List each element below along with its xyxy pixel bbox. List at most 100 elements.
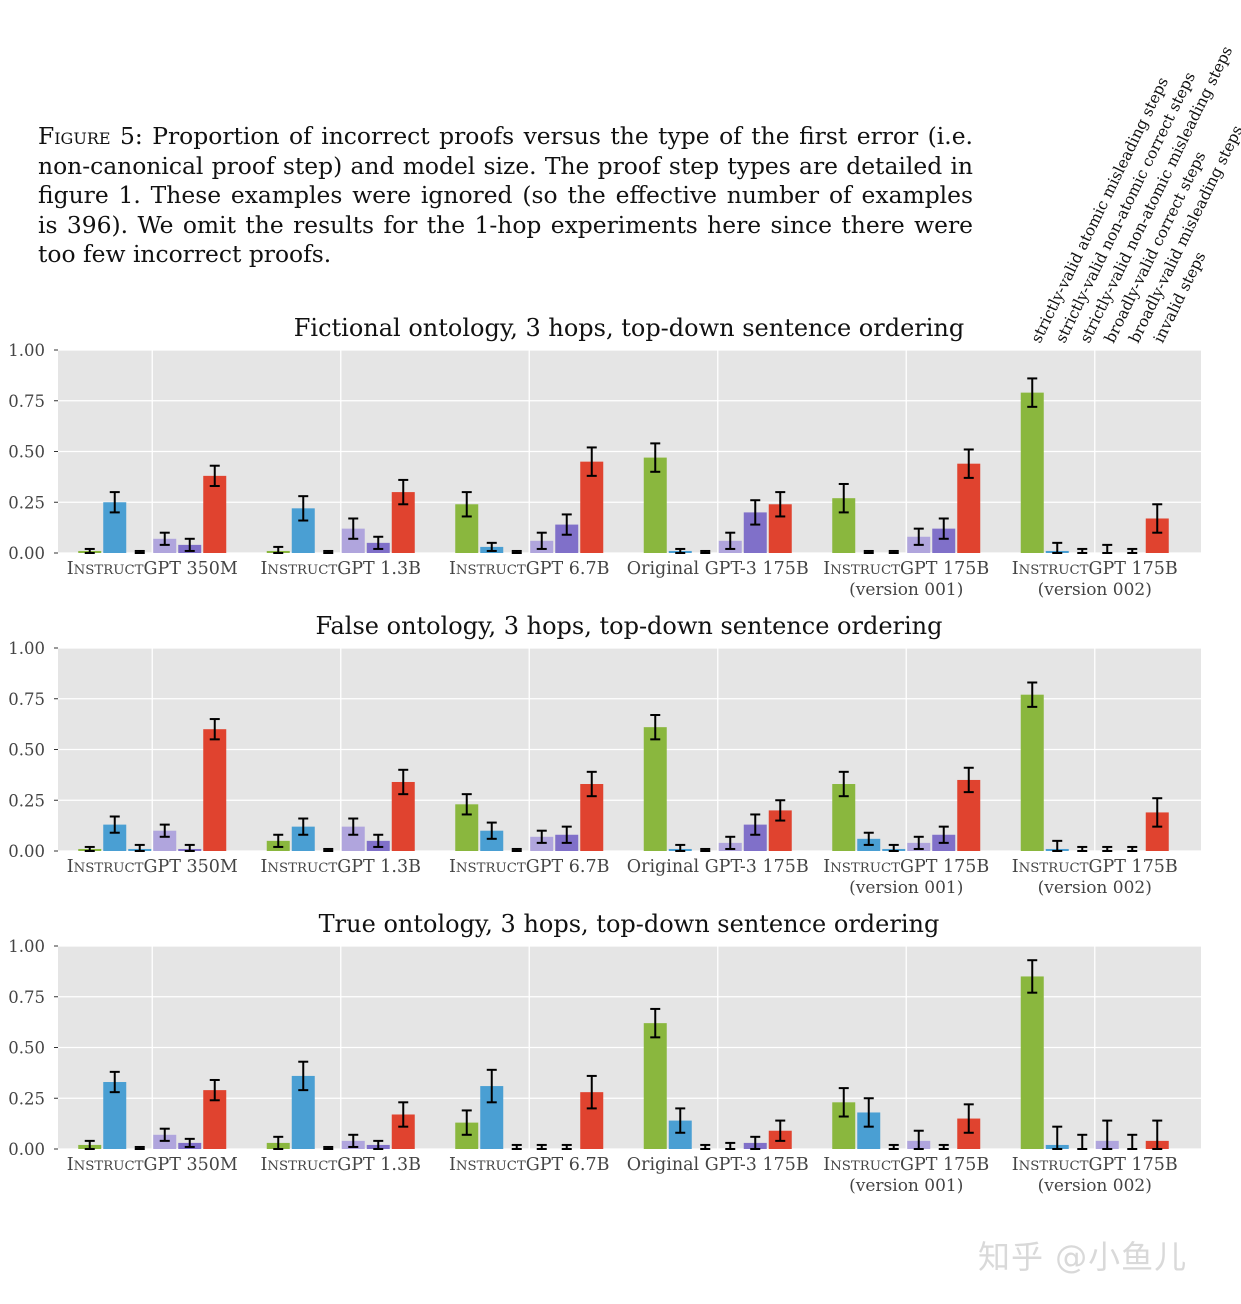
- bar: [153, 1134, 177, 1149]
- bar: [291, 826, 315, 851]
- y-tick-label: 0.50: [8, 1039, 45, 1058]
- bar: [668, 1120, 692, 1149]
- bar: [341, 528, 365, 553]
- bar: [455, 1122, 479, 1149]
- category-sublabel: (version 001): [849, 580, 963, 598]
- bar: [480, 1086, 504, 1149]
- y-tick-label: 0.50: [8, 741, 45, 760]
- category-label: INSTRUCTGPT 350M: [67, 559, 238, 579]
- bar: [580, 1092, 604, 1149]
- category-label: INSTRUCTGPT 350M: [67, 857, 238, 877]
- legend: strictly-valid atomic misleading stepsst…: [1027, 43, 1241, 345]
- bar: [341, 826, 365, 851]
- category-label: INSTRUCTGPT 6.7B: [449, 1155, 609, 1175]
- bar: [203, 475, 227, 553]
- bar: [832, 1102, 856, 1149]
- y-tick-label: 1.00: [8, 937, 45, 956]
- bar: [480, 830, 504, 851]
- watermark: 知乎 @小鱼儿: [978, 1238, 1188, 1276]
- bar: [768, 810, 792, 851]
- bar: [291, 508, 315, 553]
- bar: [932, 528, 956, 553]
- bar: [1145, 812, 1169, 851]
- bar: [455, 504, 479, 553]
- bar: [391, 492, 415, 553]
- bar: [832, 784, 856, 851]
- chart-fictional-ontology: Fictional ontology, 3 hops, top-down sen…: [8, 314, 1201, 598]
- bar: [857, 1112, 881, 1149]
- y-tick-label: 0.00: [8, 1140, 45, 1159]
- bar: [103, 1082, 127, 1149]
- category-label: INSTRUCTGPT 6.7B: [449, 857, 609, 877]
- category-label: INSTRUCTGPT 175B: [823, 857, 989, 877]
- category-label: Original GPT-3 175B: [627, 857, 809, 877]
- bar: [103, 502, 127, 553]
- category-label: INSTRUCTGPT 175B: [1012, 857, 1178, 877]
- chart-true-ontology: True ontology, 3 hops, top-down sentence…: [8, 910, 1201, 1194]
- bar: [580, 784, 604, 851]
- plot-area: [58, 647, 1201, 852]
- bar: [203, 1090, 227, 1149]
- category-label: INSTRUCTGPT 1.3B: [261, 857, 421, 877]
- y-tick-label: 1.00: [8, 341, 45, 360]
- category-sublabel: (version 002): [1038, 580, 1152, 598]
- figure-label: Figure 5:: [38, 122, 143, 150]
- bar: [957, 463, 981, 553]
- y-tick-label: 0.50: [8, 443, 45, 462]
- bar: [643, 1023, 667, 1149]
- category-label: INSTRUCTGPT 175B: [1012, 1155, 1178, 1175]
- bar: [1020, 694, 1044, 851]
- bar: [291, 1075, 315, 1149]
- bar: [1020, 976, 1044, 1149]
- bar: [153, 830, 177, 851]
- y-tick-label: 0.25: [8, 493, 45, 512]
- category-label: INSTRUCTGPT 350M: [67, 1155, 238, 1175]
- bar: [555, 524, 579, 553]
- y-tick-label: 0.00: [8, 842, 45, 861]
- bar: [455, 804, 479, 851]
- bar: [203, 729, 227, 851]
- bar: [643, 727, 667, 851]
- bar: [768, 504, 792, 553]
- category-label: INSTRUCTGPT 1.3B: [261, 1155, 421, 1175]
- category-label: Original GPT-3 175B: [627, 559, 809, 579]
- category-sublabel: (version 002): [1038, 878, 1152, 896]
- chart-title: False ontology, 3 hops, top-down sentenc…: [315, 612, 942, 640]
- bar: [1145, 518, 1169, 553]
- bar: [643, 457, 667, 553]
- bar: [957, 779, 981, 851]
- y-tick-label: 0.75: [8, 392, 45, 411]
- bar: [743, 824, 767, 851]
- bar: [530, 836, 554, 851]
- chart-title: True ontology, 3 hops, top-down sentence…: [319, 910, 940, 938]
- bar: [1020, 392, 1044, 553]
- bar: [391, 781, 415, 851]
- category-label: INSTRUCTGPT 175B: [823, 1155, 989, 1175]
- category-label: INSTRUCTGPT 175B: [1012, 559, 1178, 579]
- category-sublabel: (version 001): [849, 878, 963, 896]
- bar: [153, 538, 177, 553]
- plot-area: [58, 945, 1201, 1150]
- category-label: INSTRUCTGPT 175B: [823, 559, 989, 579]
- category-label: Original GPT-3 175B: [627, 1155, 809, 1175]
- y-tick-label: 0.00: [8, 544, 45, 563]
- chart-title: Fictional ontology, 3 hops, top-down sen…: [294, 314, 965, 342]
- figure-caption: Figure 5: Proportion of incorrect proofs…: [38, 122, 973, 270]
- bar: [580, 461, 604, 553]
- category-label: INSTRUCTGPT 1.3B: [261, 559, 421, 579]
- plot-area: [58, 349, 1201, 554]
- bar: [832, 498, 856, 553]
- category-sublabel: (version 001): [849, 1176, 963, 1194]
- y-tick-label: 0.25: [8, 791, 45, 810]
- y-tick-label: 1.00: [8, 639, 45, 658]
- bar: [743, 512, 767, 553]
- bar: [957, 1118, 981, 1149]
- y-tick-label: 0.25: [8, 1089, 45, 1108]
- category-label: INSTRUCTGPT 6.7B: [449, 559, 609, 579]
- bar: [103, 824, 127, 851]
- category-sublabel: (version 002): [1038, 1176, 1152, 1194]
- y-tick-label: 0.75: [8, 988, 45, 1007]
- chart-false-ontology: False ontology, 3 hops, top-down sentenc…: [8, 612, 1201, 896]
- caption-text: Proportion of incorrect proofs versus th…: [38, 122, 973, 268]
- bar: [391, 1114, 415, 1149]
